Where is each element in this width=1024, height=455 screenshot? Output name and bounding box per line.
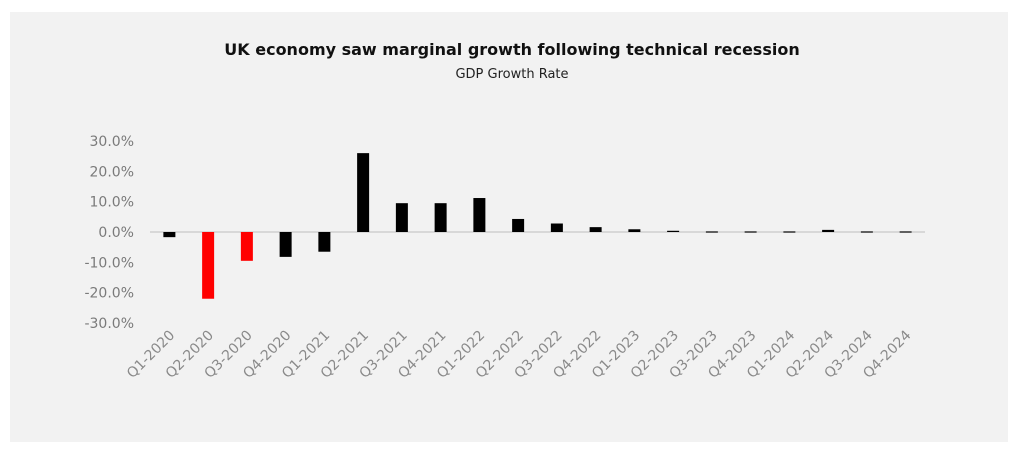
bar-q3-2023: [705, 231, 718, 233]
bar-q1-2021: [318, 232, 331, 252]
bar-q3-2024: [860, 231, 873, 233]
chart-title: UK economy saw marginal growth following…: [224, 40, 800, 59]
bar-q4-2021: [434, 203, 447, 232]
bar-q1-2022: [473, 198, 486, 232]
bar-q3-2020: [240, 232, 253, 261]
chart-panel: [10, 12, 1008, 442]
bar-q4-2020: [279, 232, 292, 257]
bar-q2-2020: [202, 232, 215, 299]
bar-q4-2023: [744, 231, 757, 233]
y-tick-label: 20.0%: [90, 164, 134, 180]
bar-q2-2023: [667, 230, 680, 232]
bar-q3-2021: [395, 203, 408, 232]
y-tick-label: 10.0%: [90, 195, 134, 211]
bar-q3-2022: [550, 223, 563, 232]
bar-q2-2022: [512, 218, 525, 232]
bar-q4-2024: [899, 231, 912, 233]
bar-q1-2024: [783, 231, 796, 233]
bar-q2-2021: [357, 153, 370, 232]
y-tick-label: -10.0%: [84, 255, 134, 271]
y-tick-label: -30.0%: [84, 316, 134, 332]
bar-q1-2020: [163, 232, 176, 238]
chart-subtitle: GDP Growth Rate: [455, 67, 569, 82]
y-tick-label: 0.0%: [98, 225, 134, 241]
y-tick-label: 30.0%: [90, 134, 134, 150]
bar-q1-2023: [628, 229, 641, 232]
bar-q4-2022: [589, 227, 602, 232]
y-tick-label: -20.0%: [84, 286, 134, 302]
bar-q2-2024: [822, 229, 835, 232]
